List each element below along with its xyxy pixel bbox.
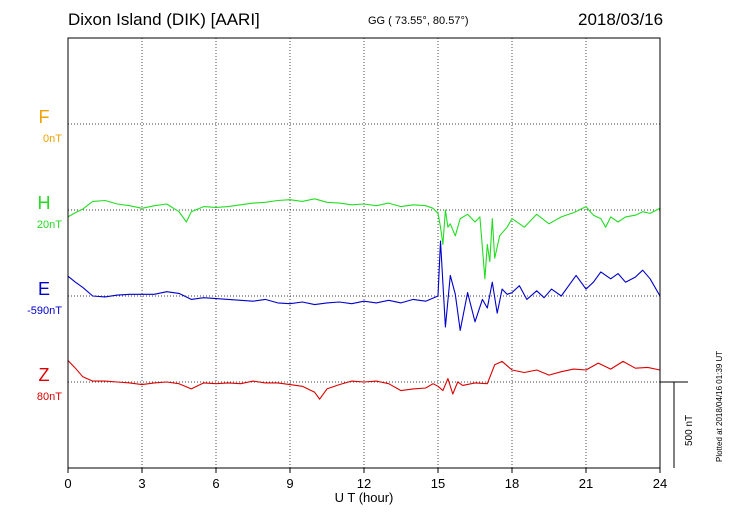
panel-label-h: H — [38, 193, 51, 213]
series-layer — [67, 198, 661, 400]
component-labels: F 0nT H 20nT E -590nT Z 80nT — [27, 107, 62, 403]
x-tick-label: 15 — [431, 476, 445, 491]
panel-label-e: E — [38, 279, 50, 299]
station-title: Dixon Island (DIK) [AARI] — [68, 10, 260, 29]
panel-label-z: Z — [39, 365, 50, 385]
series-h — [67, 198, 661, 280]
scale-bar: 500 nT — [660, 381, 695, 468]
plotted-timestamp: Plotted at 2018/04/16 01:39 UT — [715, 350, 724, 462]
x-tick-label: 3 — [138, 476, 145, 491]
panel-offset-f: 0nT — [43, 133, 62, 145]
x-tick-label: 9 — [286, 476, 293, 491]
date-label: 2018/03/16 — [578, 10, 664, 29]
x-axis: 0 3 6 9 12 15 18 21 24 — [64, 468, 667, 491]
x-axis-label: U T (hour) — [335, 490, 394, 505]
scale-bar-label: 500 nT — [684, 415, 695, 446]
series-z — [67, 360, 661, 400]
x-tick-label: 6 — [212, 476, 219, 491]
panel-offset-h: 20nT — [37, 219, 62, 231]
plot-frame — [67, 37, 661, 469]
panel-offset-z: 80nT — [37, 391, 62, 403]
x-tick-label: 24 — [653, 476, 667, 491]
geographic-coordinates: GG ( 73.55°, 80.57°) — [368, 15, 469, 27]
grid — [68, 38, 660, 468]
x-tick-label: 18 — [505, 476, 519, 491]
x-tick-label: 21 — [579, 476, 593, 491]
panel-label-f: F — [39, 107, 50, 127]
panel-offset-e: -590nT — [27, 305, 62, 317]
series-e — [67, 240, 661, 331]
x-tick-label: 12 — [357, 476, 371, 491]
x-tick-label: 0 — [64, 476, 71, 491]
